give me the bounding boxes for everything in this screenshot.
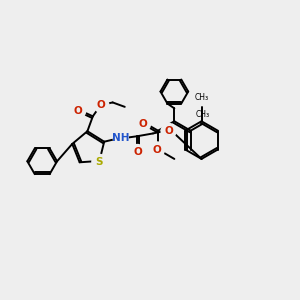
Text: NH: NH bbox=[112, 133, 130, 143]
Point bbox=[118, 136, 123, 140]
Text: O: O bbox=[153, 145, 161, 154]
Point bbox=[99, 102, 103, 107]
Text: CH₃: CH₃ bbox=[196, 110, 210, 119]
Text: O: O bbox=[164, 126, 173, 136]
Point bbox=[155, 147, 160, 152]
Point bbox=[135, 150, 140, 154]
Text: O: O bbox=[97, 100, 106, 110]
Point bbox=[76, 109, 81, 113]
Point bbox=[141, 121, 146, 126]
Text: S: S bbox=[96, 157, 103, 167]
Text: O: O bbox=[139, 119, 147, 129]
Point bbox=[166, 128, 171, 133]
Point bbox=[97, 160, 102, 164]
Text: O: O bbox=[74, 106, 82, 116]
Text: O: O bbox=[133, 147, 142, 157]
Text: CH₃: CH₃ bbox=[194, 93, 208, 102]
